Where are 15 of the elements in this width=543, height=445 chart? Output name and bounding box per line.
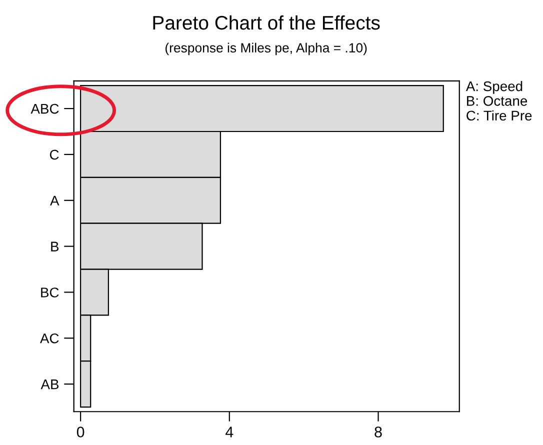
x-tick-label: 4 [226, 426, 234, 438]
chart-subtitle: (response is Miles pe, Alpha = .10) [166, 42, 367, 56]
x-tick-label: 8 [374, 426, 382, 438]
text: B: Octane [467, 96, 528, 106]
y-tick-label: A [50, 196, 60, 206]
chart-title: Pareto Chart of the Effects [153, 15, 380, 30]
y-tick-label: BC [41, 288, 59, 298]
x-tick-label: 0 [76, 426, 84, 438]
text: A: Speed [466, 80, 522, 94]
y-tick-label: B [51, 242, 59, 252]
y-tick-label: C [50, 150, 59, 160]
text: C: Tire Pre [466, 110, 532, 121]
y-tick-label: AB [40, 380, 59, 390]
y-tick-label: AC [40, 333, 59, 344]
y-tick-label: ABC [30, 104, 59, 114]
